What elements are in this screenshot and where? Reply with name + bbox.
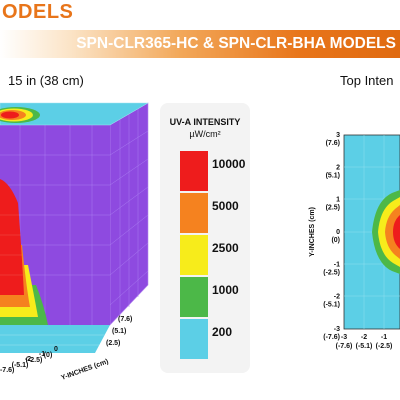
x-tick-label: -1: [381, 334, 387, 341]
y-tick-label: -2: [334, 294, 340, 301]
x-tick-label: -2: [25, 356, 31, 363]
mound-grid: [0, 214, 23, 276]
y-axis-ticks: 3(7.6) 2(5.1) 1(2.5) 0(0) -1(-2.5) -2(-5.1) -3…: [323, 132, 340, 341]
x-tick-label: 0: [54, 346, 58, 353]
legend-swatch: [180, 319, 208, 359]
y-tick-cm-label: (5.1): [326, 172, 340, 179]
legend-value: 10000: [212, 157, 246, 171]
model-banner-text: SPN-CLR365-HC & SPN-CLR-BHA MODELS: [76, 35, 396, 52]
x-tick-label: -1: [39, 351, 45, 358]
contour-red: [393, 215, 400, 249]
y-tick-label: -3: [334, 326, 340, 333]
x-tick-label: -2: [361, 334, 367, 341]
x-axis-title: Y-INCHES (cm): [60, 358, 109, 382]
legend-unit: µW/cm²: [189, 129, 221, 139]
y-tick-cm-label: (-2.5): [323, 269, 340, 276]
left-panel-label: 15 in (38 cm): [8, 73, 84, 88]
y-tick-cm-label: (2.5): [106, 340, 120, 347]
y-tick-cm-label: (0): [331, 237, 340, 244]
x-tick-cm-label: (-2.5): [376, 343, 393, 350]
page-title: ODELS: [2, 1, 74, 23]
legend-swatch: [180, 193, 208, 233]
legend-swatch: [180, 235, 208, 275]
y-tick-label: 3: [336, 132, 340, 139]
side-wall-grid: [109, 109, 149, 315]
top-view-chart: Y-INCHES (cm) 3(7.6)2(5.1)1(2.5)0(0)-1(-…: [309, 132, 400, 350]
x-tick-cm-label: (-5.1): [12, 362, 29, 369]
y-axis-title: Y-INCHES (cm): [309, 207, 316, 257]
y-tick-cm-label: (5.1): [112, 328, 126, 335]
y-tick-cm-label: (2.5): [326, 205, 340, 212]
x-tick-cm-label: (0): [44, 352, 53, 359]
legend-swatch: [180, 277, 208, 317]
y-tick-cm-label: (-7.6): [323, 334, 340, 341]
legend-value: 2500: [212, 241, 239, 255]
right-panel-label: Top Inten: [340, 73, 394, 88]
legend-panel: UV-A INTENSITY µW/cm² 10000 5000 2500 1000 2…: [160, 103, 250, 373]
y-tick-cm-label: (-5.1): [323, 302, 340, 309]
y-axis-ticks: (7.6) (5.1) (2.5): [106, 316, 132, 347]
y-tick-label: 2: [336, 164, 340, 171]
contour-orange: [385, 205, 400, 259]
cube-floor: [0, 325, 110, 353]
x-tick-label: -3: [341, 334, 347, 341]
y-tick-cm-label: (7.6): [326, 140, 340, 147]
top-face-red: [1, 111, 19, 119]
cube-top-face: [0, 102, 149, 126]
x-tick-cm-label: (-7.6): [0, 367, 14, 374]
y-tick-label: 0: [336, 229, 340, 236]
legend-title: UV-A INTENSITY: [169, 117, 241, 127]
y-tick-label: -1: [334, 261, 340, 268]
x-tick-cm-label: (-5.1): [356, 343, 373, 350]
surface-3d-chart: (7.6) (5.1) (2.5) (0)(-2.5)(-5.1)(-7.6) 0 -1…: [0, 102, 149, 382]
mound-red: [0, 179, 24, 295]
page-title-bar: ODELS: [0, 0, 400, 26]
legend-value: 5000: [212, 199, 239, 213]
x-tick-cm-label: (-7.6): [336, 343, 353, 350]
y-tick-cm-label: (7.6): [118, 316, 132, 323]
legend-value: 1000: [212, 283, 239, 297]
x-axis-ticks: (0)(-2.5)(-5.1)(-7.6) 0 -1 -2: [0, 346, 58, 374]
floor-grid: [0, 334, 105, 346]
model-banner: SPN-CLR365-HC & SPN-CLR-BHA MODELS: [0, 30, 400, 58]
y-tick-label: 1: [336, 197, 340, 204]
legend-value: 200: [212, 325, 233, 339]
x-axis-ticks: -3 (-7.6) -2 (-5.1) -1 (-2.5): [336, 334, 393, 350]
legend-swatch: [180, 151, 208, 191]
x-tick-cm-label: (-2.5): [26, 357, 43, 364]
